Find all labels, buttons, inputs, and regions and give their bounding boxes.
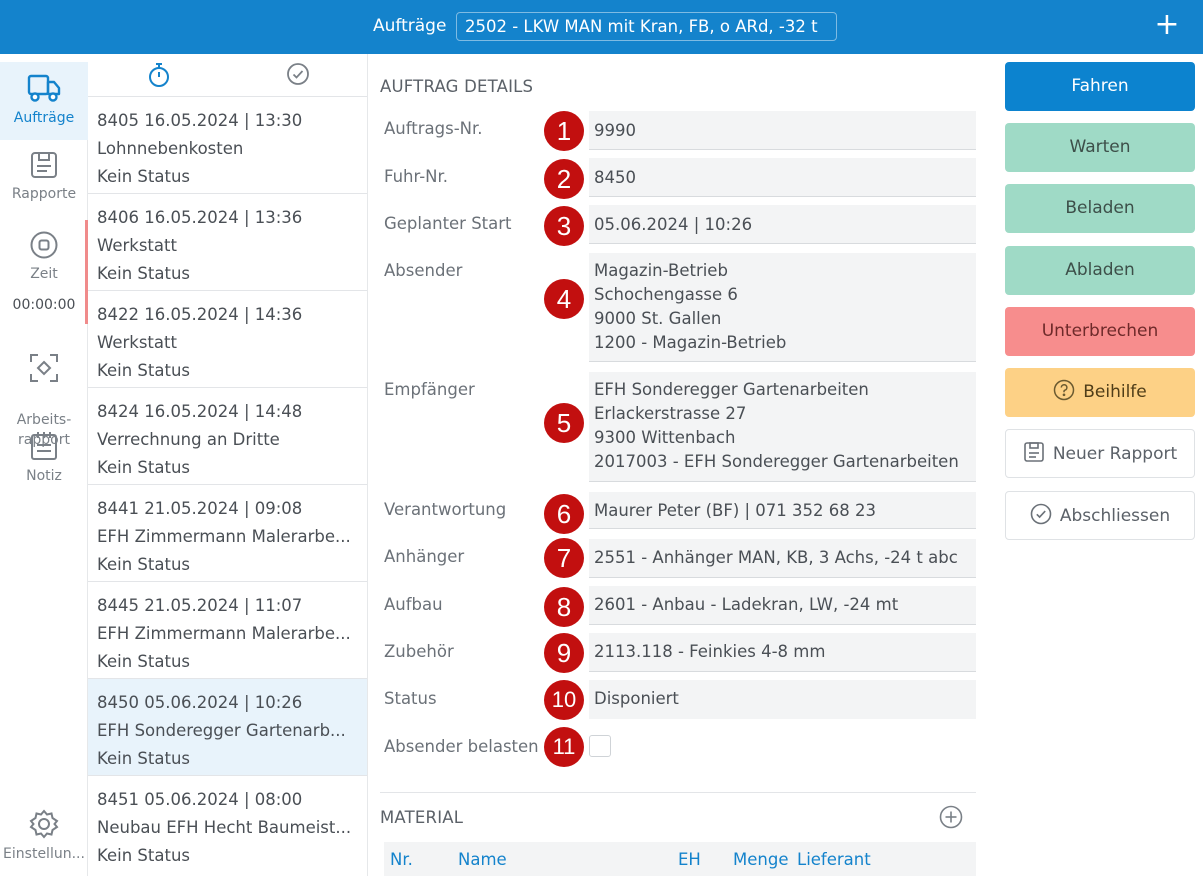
marker-badge: 3 <box>544 206 584 246</box>
sidebar-item-label: Aufträge <box>13 110 75 126</box>
list-item[interactable]: 8424 16.05.2024 | 14:48 Verrechnung an D… <box>88 387 367 484</box>
material-table-header: Nr. Name EH Menge Lieferant <box>384 842 976 876</box>
absender-belasten-checkbox[interactable] <box>589 735 611 757</box>
sidebar-item-label: Zeit <box>30 266 58 282</box>
fahren-button[interactable]: Fahren <box>1005 62 1195 111</box>
sidebar-item-rapporte[interactable]: Rapporte <box>0 150 88 220</box>
field-label: Absender <box>384 261 463 280</box>
field-label: Absender belasten <box>384 737 539 756</box>
marker-badge: 7 <box>544 538 584 578</box>
plus-icon[interactable]: + <box>1154 7 1180 42</box>
vehicle-selector[interactable]: 2502 - LKW MAN mit Kran, FB, o ARd, -32 … <box>456 12 837 41</box>
question-circle-icon <box>1053 379 1075 401</box>
beladen-button[interactable]: Beladen <box>1005 184 1195 233</box>
list-item[interactable]: 8406 16.05.2024 | 13:36 Werkstatt Kein S… <box>88 193 367 290</box>
sidebar-item-label: Rapporte <box>11 186 77 202</box>
check-circle-icon <box>1030 503 1052 525</box>
sidebar-item-label: Notiz <box>26 468 62 484</box>
scan-focus-icon <box>30 354 58 382</box>
marker-badge: 9 <box>544 633 584 673</box>
marker-badge: 2 <box>544 159 584 199</box>
zubehoer-field[interactable]: 2113.118 - Feinkies 4-8 mm <box>589 633 976 672</box>
field-label: Verantwortung <box>384 500 507 519</box>
status-field[interactable]: Disponiert <box>589 680 976 719</box>
sidebar-item-auftraege[interactable]: Aufträge <box>0 62 88 140</box>
list-item[interactable]: 8422 16.05.2024 | 14:36 Werkstatt Kein S… <box>88 290 367 387</box>
geplanter-start-field[interactable]: 05.06.2024 | 10:26 <box>589 205 976 244</box>
sidebar-item-notiz[interactable]: Notiz <box>0 430 88 492</box>
list-item[interactable]: 8405 16.05.2024 | 13:30 Lohnnebenkosten … <box>88 96 367 193</box>
sidebar-item-label: Einstellun... <box>3 846 85 862</box>
truck-icon <box>27 74 61 102</box>
field-label: Fuhr-Nr. <box>384 167 449 186</box>
column-header[interactable]: Nr. <box>390 850 413 869</box>
field-label: Aufbau <box>384 595 443 614</box>
order-details: AUFTRAG DETAILS Auftrags-Nr. 1 9990 Fuhr… <box>369 54 995 876</box>
gear-icon <box>29 809 59 839</box>
page-title: Aufträge <box>373 16 447 36</box>
sidebar: Aufträge Rapporte Zeit 00:00:00 Arbeits-… <box>0 62 88 876</box>
auftrags-nr-field[interactable]: 9990 <box>589 111 976 150</box>
list-item[interactable]: 8451 05.06.2024 | 08:00 Neubau EFH Hecht… <box>88 775 367 872</box>
marker-badge: 8 <box>544 587 584 627</box>
column-header[interactable]: EH <box>678 850 701 869</box>
marker-badge: 4 <box>544 279 584 319</box>
beihilfe-button[interactable]: Beihilfe <box>1005 368 1195 417</box>
neuer-rapport-button[interactable]: Neuer Rapport <box>1005 429 1195 478</box>
sidebar-item-arbeitsrapport[interactable]: Arbeits- rapport <box>0 332 88 448</box>
anhaenger-field[interactable]: 2551 - Anhänger MAN, KB, 3 Achs, -24 t a… <box>589 539 976 578</box>
list-tabs <box>88 62 367 102</box>
abladen-button[interactable]: Abladen <box>1005 246 1195 295</box>
stop-circle-icon <box>30 231 58 259</box>
list-item-selected[interactable]: 8450 05.06.2024 | 10:26 EFH Sonderegger … <box>88 678 367 775</box>
fuhr-nr-field[interactable]: 8450 <box>589 158 976 197</box>
notepad-icon <box>31 432 57 460</box>
sidebar-item-zeit[interactable]: Zeit <box>0 230 88 290</box>
tab-running[interactable] <box>139 62 179 92</box>
column-header[interactable]: Menge <box>733 850 789 869</box>
field-label: Geplanter Start <box>384 214 512 233</box>
material-section-title: MATERIAL <box>380 808 464 827</box>
field-label: Status <box>384 689 437 708</box>
marker-badge: 6 <box>544 494 584 534</box>
warten-button[interactable]: Warten <box>1005 123 1195 172</box>
list-item[interactable]: 8441 21.05.2024 | 09:08 EFH Zimmermann M… <box>88 484 367 581</box>
abschliessen-button[interactable]: Abschliessen <box>1005 491 1195 540</box>
column-header[interactable]: Name <box>458 850 507 869</box>
unterbrechen-button[interactable]: Unterbrechen <box>1005 307 1195 356</box>
list-status-marker <box>85 220 88 324</box>
check-circle-icon <box>287 63 309 85</box>
clipboard-icon <box>1024 442 1044 462</box>
field-label: Empfänger <box>384 380 475 399</box>
marker-badge: 10 <box>544 680 584 720</box>
marker-badge: 5 <box>544 403 584 443</box>
sidebar-item-einstellungen[interactable]: Einstellun... <box>0 808 88 868</box>
absender-field[interactable]: Magazin-Betrieb Schochengasse 6 9000 St.… <box>589 253 976 362</box>
details-section-title: AUFTRAG DETAILS <box>380 77 534 96</box>
empfaenger-field[interactable]: EFH Sonderegger Gartenarbeiten Erlackers… <box>589 372 976 482</box>
top-bar: Aufträge 2502 - LKW MAN mit Kran, FB, o … <box>0 0 1203 54</box>
column-header[interactable]: Lieferant <box>797 850 871 869</box>
timer-display: 00:00:00 <box>12 297 76 313</box>
verantwortung-field[interactable]: Maurer Peter (BF) | 071 352 68 23 <box>589 492 976 529</box>
action-panel: Fahren Warten Beladen Abladen Unterbrech… <box>996 54 1203 876</box>
field-label: Anhänger <box>384 547 465 566</box>
plus-circle-icon <box>939 805 963 829</box>
stopwatch-icon <box>149 63 169 87</box>
marker-badge: 1 <box>544 111 584 151</box>
tab-done[interactable] <box>278 62 318 92</box>
field-label: Zubehör <box>384 642 454 661</box>
order-list-panel: 8405 16.05.2024 | 13:30 Lohnnebenkosten … <box>88 54 368 876</box>
clipboard-icon <box>31 152 57 178</box>
aufbau-field[interactable]: 2601 - Anbau - Ladekran, LW, -24 mt <box>589 586 976 625</box>
marker-badge: 11 <box>544 727 584 767</box>
field-label: Auftrags-Nr. <box>384 119 483 138</box>
add-material-button[interactable] <box>939 805 963 829</box>
list-item[interactable]: 8445 21.05.2024 | 11:07 EFH Zimmermann M… <box>88 581 367 678</box>
section-divider <box>380 792 976 793</box>
